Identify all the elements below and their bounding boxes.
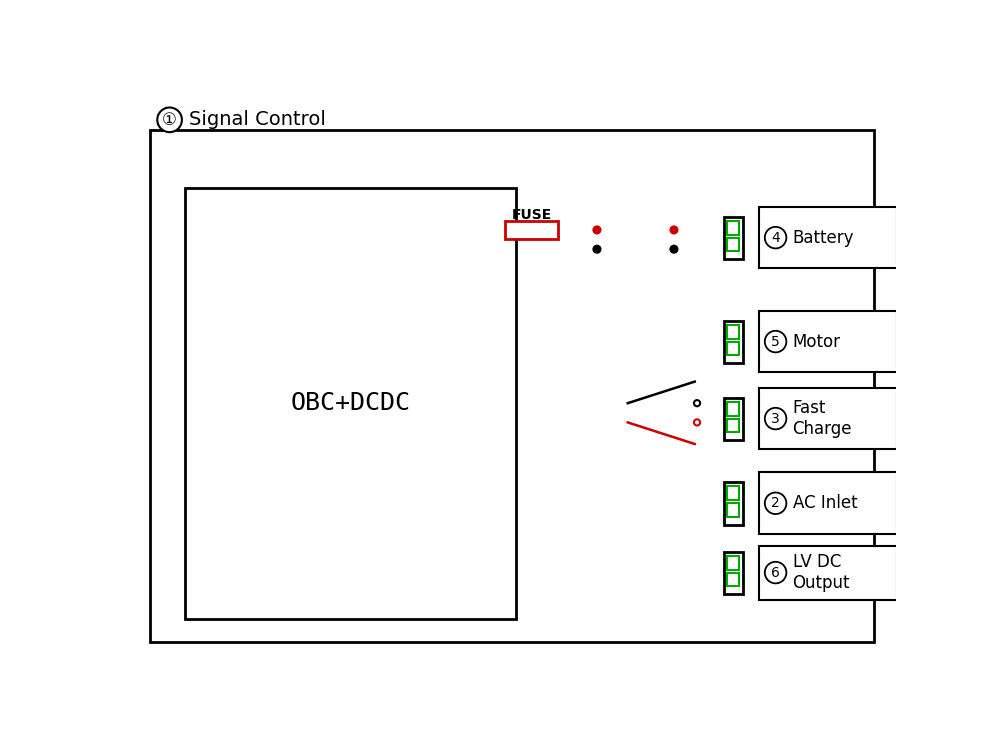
- Circle shape: [593, 246, 601, 253]
- Circle shape: [670, 246, 678, 253]
- Circle shape: [764, 408, 786, 429]
- Bar: [728, 572, 740, 586]
- Bar: [758, 388, 897, 449]
- Text: 3: 3: [771, 412, 780, 426]
- Circle shape: [764, 493, 786, 514]
- Text: OBC+DCDC: OBC+DCDC: [290, 391, 410, 416]
- Bar: [728, 503, 740, 517]
- Text: 4: 4: [771, 230, 780, 245]
- Bar: [724, 483, 744, 525]
- Text: Battery: Battery: [792, 229, 854, 246]
- Bar: [724, 133, 744, 623]
- Bar: [724, 321, 744, 363]
- Circle shape: [764, 331, 786, 352]
- Text: 6: 6: [771, 566, 780, 580]
- Bar: [185, 187, 516, 619]
- Bar: [728, 418, 740, 432]
- Text: Signal Control: Signal Control: [189, 110, 325, 129]
- Bar: [758, 545, 897, 599]
- Bar: [728, 486, 740, 500]
- Bar: [758, 207, 897, 268]
- Bar: [728, 238, 740, 252]
- Bar: [758, 311, 897, 373]
- Text: Fast
Charge: Fast Charge: [792, 399, 852, 438]
- Circle shape: [764, 227, 786, 249]
- Text: LV DC
Output: LV DC Output: [792, 553, 850, 592]
- Bar: [728, 555, 740, 569]
- Bar: [724, 217, 744, 260]
- Text: 5: 5: [771, 335, 780, 348]
- Circle shape: [670, 226, 678, 234]
- Bar: [724, 398, 744, 440]
- Text: ①: ①: [162, 111, 177, 129]
- Text: FUSE: FUSE: [511, 208, 552, 222]
- Circle shape: [158, 107, 182, 132]
- Bar: [728, 221, 740, 235]
- Circle shape: [764, 562, 786, 583]
- Circle shape: [593, 226, 601, 234]
- Bar: [724, 552, 744, 594]
- Bar: [728, 324, 740, 338]
- Text: Motor: Motor: [792, 332, 840, 351]
- Text: AC Inlet: AC Inlet: [792, 494, 857, 512]
- Bar: [728, 342, 740, 356]
- Bar: [728, 402, 740, 416]
- Text: 2: 2: [771, 496, 780, 510]
- Bar: [758, 472, 897, 534]
- Bar: [505, 221, 559, 239]
